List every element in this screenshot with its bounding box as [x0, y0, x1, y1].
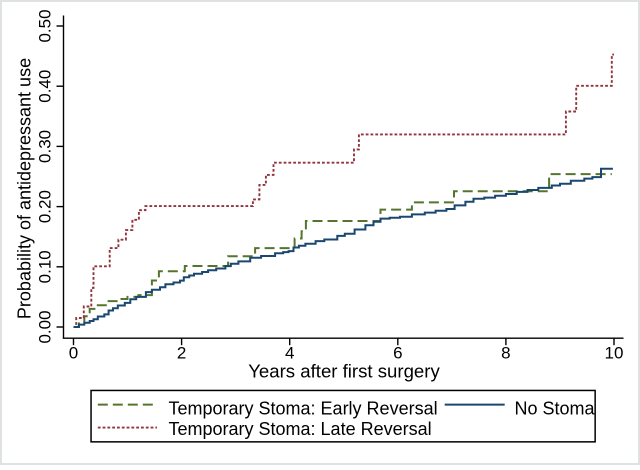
svg-text:0.30: 0.30: [36, 130, 55, 163]
svg-text:Temporary Stoma: Early Reversa: Temporary Stoma: Early Reversal: [169, 398, 438, 418]
svg-text:0.00: 0.00: [36, 310, 55, 343]
svg-text:Probability of antidepressant: Probability of antidepressant use: [14, 58, 34, 319]
svg-text:Years after first surgery: Years after first surgery: [248, 361, 440, 382]
svg-text:10: 10: [605, 344, 624, 363]
svg-text:0.40: 0.40: [36, 70, 55, 103]
svg-text:No Stoma: No Stoma: [515, 398, 596, 418]
svg-text:2: 2: [177, 344, 186, 363]
svg-text:8: 8: [501, 344, 510, 363]
svg-text:Temporary Stoma: Late Reversal: Temporary Stoma: Late Reversal: [169, 419, 432, 439]
svg-text:4: 4: [285, 344, 294, 363]
svg-text:0.20: 0.20: [36, 190, 55, 223]
svg-text:6: 6: [393, 344, 402, 363]
svg-text:0.50: 0.50: [36, 9, 55, 42]
svg-text:0.10: 0.10: [36, 250, 55, 283]
svg-text:0: 0: [69, 344, 78, 363]
